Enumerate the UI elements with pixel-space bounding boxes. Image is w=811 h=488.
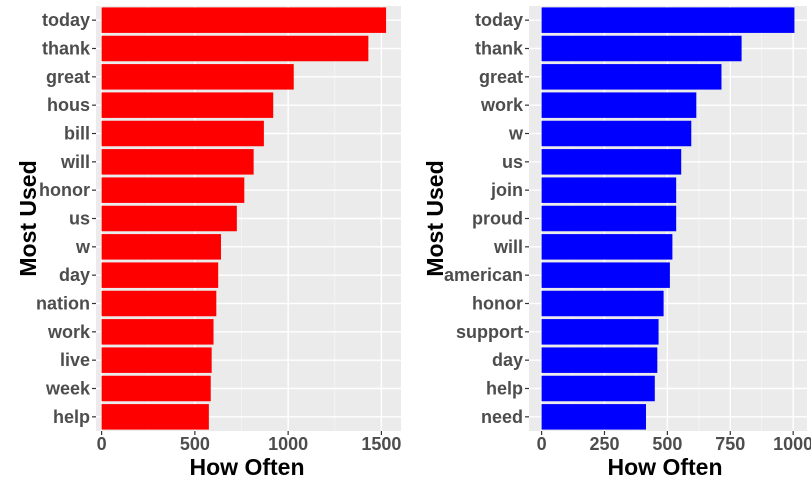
y-tick-label: thank (42, 39, 91, 59)
y-axis-title: Most Used (15, 160, 41, 276)
x-tick-label: 0 (97, 434, 107, 454)
bar-w (101, 234, 221, 260)
y-tick-label: today (475, 10, 523, 30)
y-tick-label: join (490, 180, 523, 200)
y-tick-label: day (492, 350, 523, 370)
y-tick-label: week (45, 379, 91, 399)
bar-will (541, 234, 673, 260)
bar-thank (541, 35, 742, 62)
bar-american (541, 262, 670, 288)
x-tick-label: 750 (715, 434, 745, 454)
y-tick-label: work (480, 95, 524, 115)
bar-need (541, 404, 646, 430)
bar-day (101, 262, 219, 288)
x-tick-label: 250 (589, 434, 619, 454)
y-tick-label: help (53, 407, 90, 427)
x-tick-label: 1500 (361, 434, 401, 454)
y-tick-label: day (59, 265, 90, 285)
y-tick-label: great (46, 67, 90, 87)
y-tick-label: proud (472, 209, 523, 229)
bar-join (541, 177, 677, 203)
y-tick-label: today (42, 10, 90, 30)
bar-honor (541, 290, 664, 317)
x-tick-label: 1000 (268, 434, 308, 454)
bar-today (101, 7, 387, 33)
y-tick-label: help (486, 379, 523, 399)
y-tick-label: nation (36, 294, 90, 314)
bar-hous (101, 92, 274, 118)
bar-week (101, 375, 211, 402)
y-tick-label: w (75, 237, 91, 257)
y-tick-label: hous (47, 95, 90, 115)
bar-today (541, 7, 795, 33)
y-tick-label: need (481, 407, 523, 427)
y-tick-label: great (479, 67, 523, 87)
y-tick-label: will (493, 237, 523, 257)
bar-thank (101, 35, 369, 62)
x-tick-label: 500 (180, 434, 210, 454)
bar-great (101, 64, 294, 90)
y-tick-label: us (502, 152, 523, 172)
bar-work (101, 319, 214, 345)
bar-live (101, 347, 212, 373)
x-axis-title: How Often (190, 454, 305, 480)
bar-us (101, 205, 237, 232)
y-tick-label: us (69, 209, 90, 229)
bar-day (541, 347, 658, 373)
y-tick-label: w (508, 124, 524, 144)
bar-help (101, 404, 209, 430)
bar-honor (101, 177, 245, 203)
x-tick-label: 1000 (773, 434, 811, 454)
x-tick-label: 500 (652, 434, 682, 454)
y-tick-label: live (60, 350, 90, 370)
y-tick-label: support (456, 322, 523, 342)
y-tick-label: honor (472, 294, 523, 314)
bar-us (541, 149, 682, 175)
chart-panel-2: today thank great work w us join proud will ameri… (422, 6, 811, 480)
bar-work (541, 92, 697, 118)
y-tick-label: work (47, 322, 91, 342)
chart-panel-1: today thank great hous bill will honor us w day na… (15, 6, 401, 480)
x-axis-title: How Often (608, 454, 723, 480)
bar-proud (541, 205, 677, 232)
bar-great (541, 64, 722, 90)
bar-w (541, 120, 692, 147)
bar-will (101, 149, 254, 175)
y-axis-title: Most Used (422, 160, 448, 276)
y-tick-label: will (60, 152, 90, 172)
x-tick-label: 0 (537, 434, 547, 454)
bar-nation (101, 290, 217, 317)
y-tick-label: american (444, 265, 523, 285)
y-tick-label: bill (64, 124, 90, 144)
bar-support (541, 319, 659, 345)
y-tick-label: honor (39, 180, 90, 200)
y-tick-label: thank (475, 39, 524, 59)
bar-help (541, 375, 655, 402)
bar-bill (101, 120, 264, 147)
